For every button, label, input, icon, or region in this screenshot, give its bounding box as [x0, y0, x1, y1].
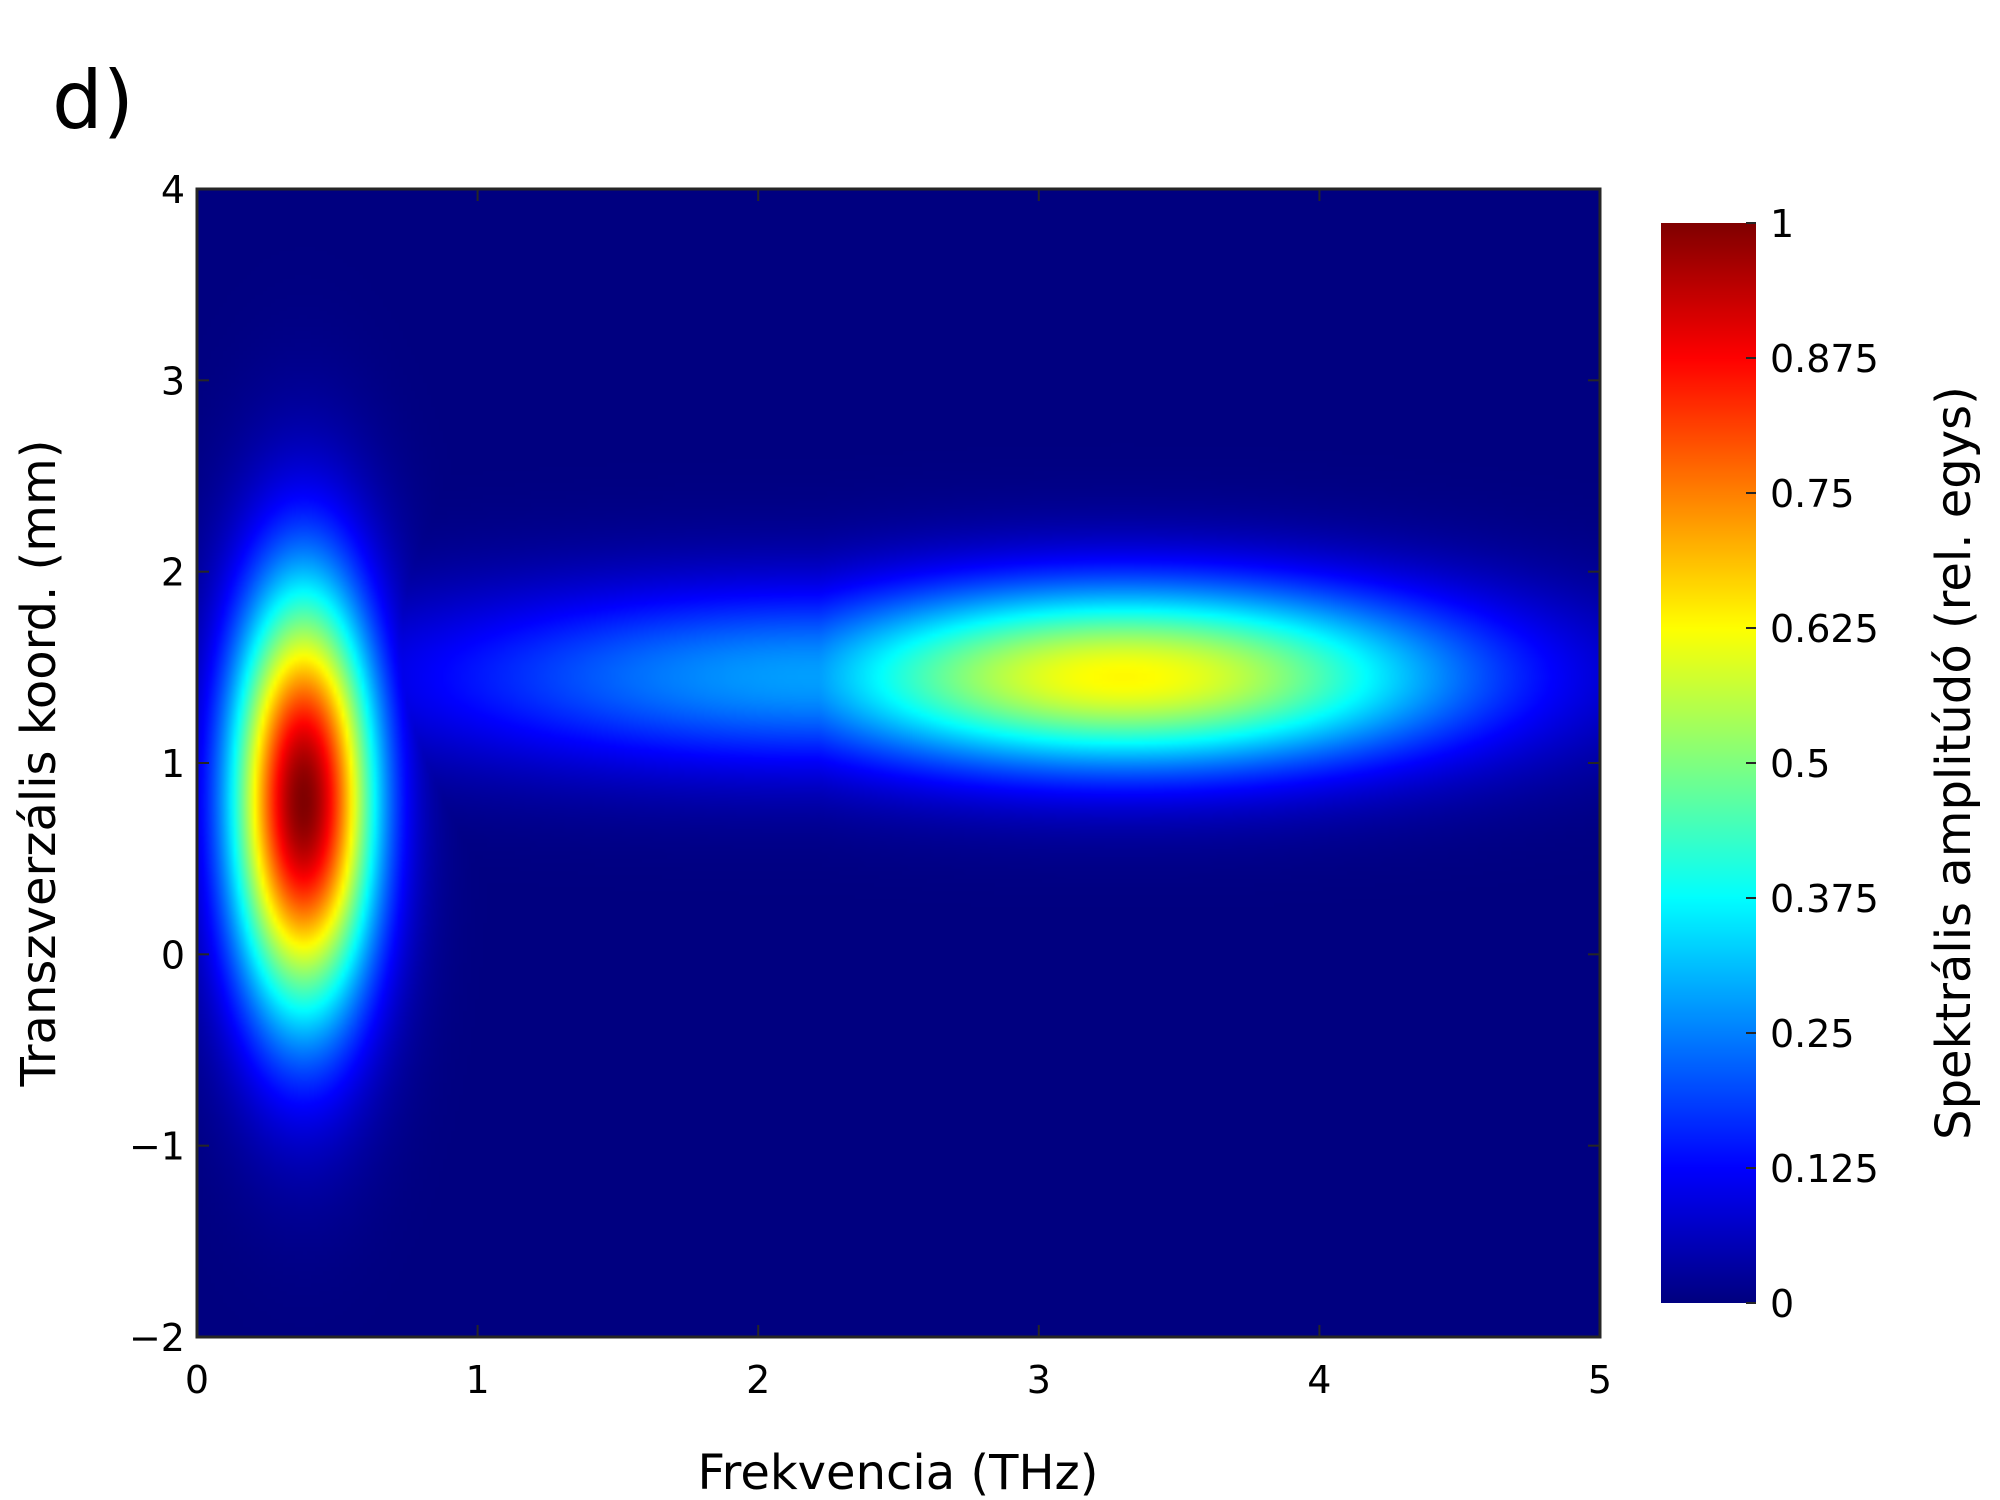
colorbar-tick-label: 0.25 — [1770, 1012, 1855, 1056]
colorbar-tick-label: 0.875 — [1770, 337, 1879, 381]
y-tick-label: 3 — [161, 359, 185, 403]
heatmap-image-container — [197, 189, 1600, 1337]
x-tick-label: 0 — [185, 1358, 209, 1402]
heatmap-image — [197, 189, 1600, 1337]
y-tick-label: −1 — [129, 1125, 185, 1169]
x-axis-ticks: 0 1 2 3 4 5 — [185, 189, 1612, 1402]
x-axis-label: Frekvencia (THz) — [698, 1445, 1099, 1500]
y-tick-label: 4 — [161, 168, 185, 212]
x-tick-label: 1 — [466, 1358, 490, 1402]
x-tick-label: 4 — [1307, 1358, 1331, 1402]
colorbar-label: Spektrális amplitúdó (rel. egys) — [1926, 386, 1982, 1140]
x-tick-label: 5 — [1588, 1358, 1612, 1402]
colorbar-tick-label: 0.375 — [1770, 877, 1879, 921]
colorbar — [1661, 223, 1756, 1303]
panel-label: d) — [52, 54, 134, 147]
x-tick-label: 3 — [1027, 1358, 1051, 1402]
colorbar-tick-label: 0.5 — [1770, 742, 1830, 786]
colorbar-ticks: 0 0.125 0.25 0.375 0.5 0.625 0.75 0.875 1 — [1746, 202, 1879, 1326]
colorbar-tick-label: 1 — [1770, 202, 1794, 246]
y-tick-label: −2 — [129, 1316, 185, 1360]
y-tick-label: 0 — [161, 933, 185, 977]
colorbar-container — [1661, 223, 1756, 1303]
colorbar-tick-label: 0.125 — [1770, 1147, 1879, 1191]
x-tick-label: 2 — [746, 1358, 770, 1402]
y-tick-label: 2 — [161, 551, 185, 595]
y-axis-label: Transzverzális koord. (mm) — [11, 440, 67, 1088]
y-tick-label: 1 — [161, 742, 185, 786]
y-axis-ticks: −2 −1 0 1 2 3 4 — [129, 168, 1600, 1360]
colorbar-tick-label: 0.625 — [1770, 607, 1879, 651]
colorbar-tick-label: 0 — [1770, 1282, 1794, 1326]
colorbar-tick-label: 0.75 — [1770, 472, 1855, 516]
